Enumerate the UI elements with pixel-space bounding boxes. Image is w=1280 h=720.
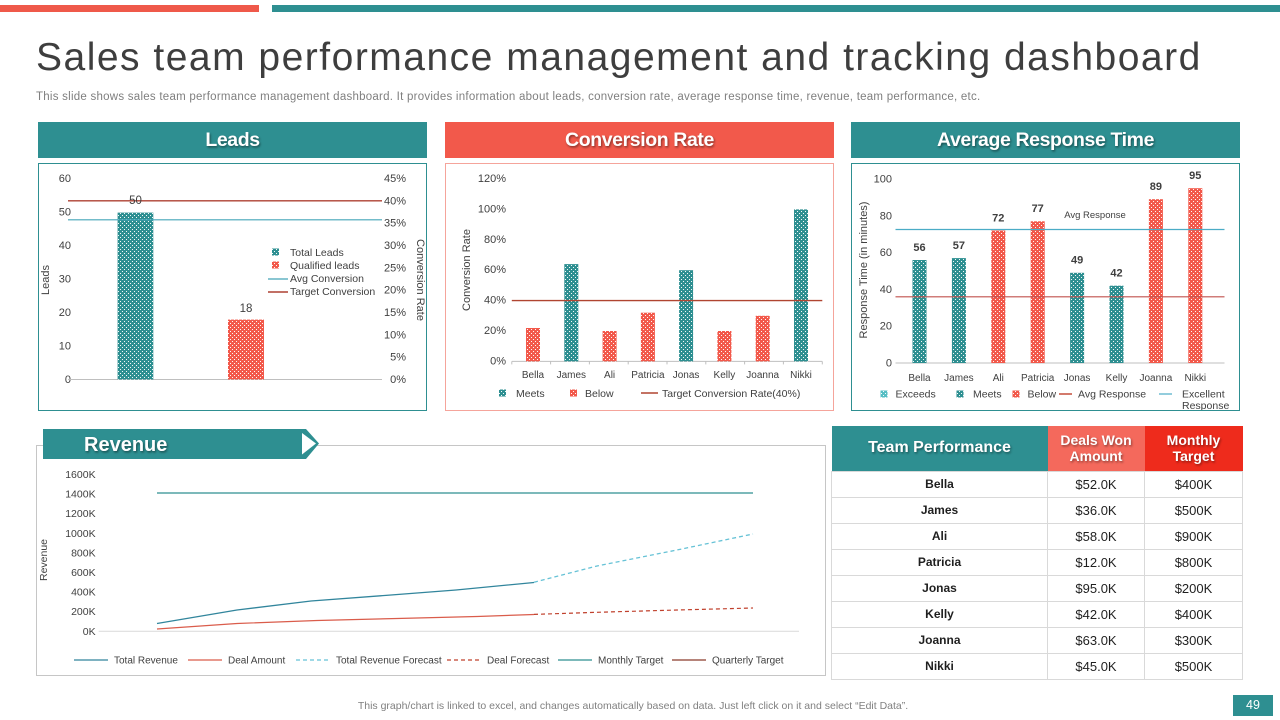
- svg-text:0%: 0%: [490, 355, 506, 367]
- svg-text:35%: 35%: [384, 218, 406, 230]
- svg-text:Qualified leads: Qualified leads: [290, 260, 359, 272]
- svg-text:Patricia: Patricia: [631, 370, 665, 381]
- svg-text:400K: 400K: [71, 587, 96, 599]
- svg-text:600K: 600K: [71, 567, 96, 579]
- svg-text:60%: 60%: [484, 264, 506, 276]
- svg-text:15%: 15%: [384, 307, 406, 319]
- svg-text:Bella: Bella: [522, 370, 545, 381]
- svg-text:Patricia: Patricia: [1021, 373, 1055, 384]
- svg-text:50: 50: [59, 207, 71, 219]
- svg-text:Below: Below: [585, 388, 614, 400]
- svg-text:Kelly: Kelly: [1106, 373, 1128, 384]
- svg-text:Kelly: Kelly: [714, 370, 736, 381]
- svg-text:40%: 40%: [384, 195, 406, 207]
- svg-text:Ali: Ali: [604, 370, 615, 381]
- svg-text:Conversion Rate: Conversion Rate: [414, 239, 426, 321]
- svg-text:49: 49: [1071, 255, 1083, 267]
- svg-text:30: 30: [59, 274, 71, 286]
- svg-text:80: 80: [880, 210, 892, 222]
- svg-text:James: James: [557, 370, 586, 381]
- svg-text:200K: 200K: [71, 606, 96, 618]
- svg-text:45%: 45%: [384, 173, 406, 185]
- svg-text:1000K: 1000K: [65, 528, 95, 540]
- svg-text:Monthly Target: Monthly Target: [598, 656, 664, 667]
- svg-text:Excellent: Excellent: [1182, 389, 1225, 401]
- svg-text:Meets: Meets: [516, 388, 545, 400]
- svg-text:5%: 5%: [390, 352, 406, 364]
- svg-text:Jonas: Jonas: [1064, 373, 1091, 384]
- svg-text:Total Revenue: Total Revenue: [114, 656, 178, 667]
- svg-text:Deal Forecast: Deal Forecast: [487, 656, 549, 667]
- svg-text:20: 20: [880, 321, 892, 333]
- svg-text:Target Conversion: Target Conversion: [290, 286, 375, 298]
- svg-text:1200K: 1200K: [65, 508, 95, 520]
- svg-text:10%: 10%: [384, 329, 406, 341]
- svg-text:Ali: Ali: [993, 373, 1004, 384]
- svg-text:James: James: [944, 373, 973, 384]
- svg-text:Quarterly Target: Quarterly Target: [712, 656, 784, 667]
- svg-text:Avg Response: Avg Response: [1064, 210, 1126, 221]
- svg-text:1400K: 1400K: [65, 489, 95, 501]
- svg-text:800K: 800K: [71, 547, 96, 559]
- svg-text:80%: 80%: [484, 234, 506, 246]
- svg-text:40: 40: [59, 240, 71, 252]
- svg-text:20: 20: [59, 307, 71, 319]
- svg-text:Below: Below: [1028, 389, 1057, 401]
- svg-text:18: 18: [240, 303, 253, 315]
- svg-text:60: 60: [59, 173, 71, 185]
- svg-text:Deal Amount: Deal Amount: [228, 656, 285, 667]
- svg-text:Target Conversion Rate(40%): Target Conversion Rate(40%): [662, 388, 800, 400]
- svg-text:Conversion Rate: Conversion Rate: [461, 229, 473, 311]
- svg-text:57: 57: [953, 240, 965, 252]
- svg-text:56: 56: [913, 242, 925, 254]
- svg-text:Nikki: Nikki: [790, 370, 812, 381]
- svg-text:Joanna: Joanna: [746, 370, 779, 381]
- svg-text:0K: 0K: [83, 626, 96, 638]
- svg-text:Bella: Bella: [908, 373, 931, 384]
- svg-text:89: 89: [1150, 181, 1162, 193]
- svg-text:Meets: Meets: [973, 389, 1002, 401]
- svg-text:100: 100: [874, 174, 892, 186]
- svg-text:Exceeds: Exceeds: [896, 389, 936, 401]
- svg-text:50: 50: [129, 195, 142, 207]
- svg-text:Total Revenue Forecast: Total Revenue Forecast: [336, 656, 442, 667]
- svg-text:30%: 30%: [384, 240, 406, 252]
- svg-text:Revenue: Revenue: [84, 434, 167, 456]
- svg-text:Response Time (in minutes): Response Time (in minutes): [858, 202, 870, 339]
- svg-text:Avg Response: Avg Response: [1078, 389, 1146, 401]
- svg-text:0: 0: [886, 358, 892, 370]
- svg-text:10: 10: [59, 341, 71, 353]
- svg-text:60: 60: [880, 247, 892, 259]
- svg-text:20%: 20%: [384, 285, 406, 297]
- svg-text:25%: 25%: [384, 262, 406, 274]
- svg-text:120%: 120%: [478, 173, 506, 185]
- svg-text:40: 40: [880, 284, 892, 296]
- svg-text:40%: 40%: [484, 295, 506, 307]
- svg-text:Revenue: Revenue: [38, 539, 50, 581]
- svg-text:Leads: Leads: [40, 265, 52, 295]
- svg-text:Joanna: Joanna: [1139, 373, 1172, 384]
- svg-text:0%: 0%: [390, 374, 406, 386]
- svg-text:42: 42: [1110, 268, 1122, 280]
- svg-text:Nikki: Nikki: [1184, 373, 1206, 384]
- svg-text:20%: 20%: [484, 325, 506, 337]
- svg-text:72: 72: [992, 212, 1004, 224]
- svg-text:Response: Response: [1182, 400, 1229, 410]
- svg-text:Total Leads: Total Leads: [290, 247, 344, 259]
- svg-text:Jonas: Jonas: [673, 370, 700, 381]
- svg-text:100%: 100%: [478, 203, 506, 215]
- svg-text:77: 77: [1032, 203, 1044, 215]
- svg-text:0: 0: [65, 374, 71, 386]
- svg-text:1600K: 1600K: [65, 469, 95, 481]
- svg-text:95: 95: [1189, 170, 1201, 182]
- svg-text:Avg Conversion: Avg Conversion: [290, 273, 364, 285]
